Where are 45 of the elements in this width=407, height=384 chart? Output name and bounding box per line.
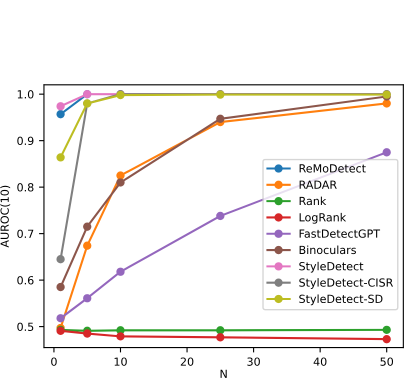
x-tick-label: 50 bbox=[380, 357, 394, 366]
point bbox=[56, 314, 65, 322]
y-tick-label: 0.9 bbox=[17, 136, 34, 146]
y-tick-label: 0.7 bbox=[17, 230, 34, 238]
y-tick-label: 0.6 bbox=[17, 276, 34, 284]
legend-label: Binoculars bbox=[300, 246, 356, 254]
point bbox=[382, 148, 391, 156]
y-tick-label: 0.5 bbox=[17, 322, 34, 331]
point bbox=[216, 212, 224, 220]
legend-label: ReMoDetect bbox=[300, 164, 366, 173]
x-tick-label: 10 bbox=[114, 357, 127, 366]
point bbox=[56, 153, 65, 162]
legend-label: StyleDetect-CISR bbox=[299, 278, 394, 289]
point bbox=[83, 222, 92, 231]
point bbox=[56, 102, 65, 110]
point bbox=[83, 329, 92, 338]
legend-label: LogRank bbox=[300, 212, 346, 224]
point bbox=[56, 110, 65, 118]
x-tick-label: 20 bbox=[180, 357, 194, 366]
point bbox=[216, 326, 224, 334]
point bbox=[116, 268, 125, 276]
point bbox=[83, 294, 92, 302]
x-tick-label: 30 bbox=[247, 357, 260, 366]
x-tick-label: 0 bbox=[51, 357, 57, 366]
point bbox=[382, 326, 391, 334]
legend-label: Rank bbox=[300, 196, 326, 206]
point bbox=[382, 334, 391, 344]
point bbox=[216, 333, 224, 342]
x-axis-title: N bbox=[220, 370, 227, 378]
point bbox=[382, 99, 391, 108]
legend-label: StyleDetect-SD bbox=[299, 294, 382, 306]
y-tick-label: 1.0 bbox=[18, 90, 34, 99]
point bbox=[116, 171, 125, 180]
point bbox=[56, 255, 65, 264]
point bbox=[116, 178, 125, 187]
x-tick-label: 40 bbox=[314, 357, 326, 366]
point bbox=[116, 332, 125, 341]
point bbox=[216, 114, 224, 123]
y-axis-title: AUROC(10) bbox=[0, 186, 10, 248]
point bbox=[83, 242, 92, 250]
y-tick-label: 0.8 bbox=[17, 183, 34, 192]
legend-label: RADAR bbox=[300, 180, 337, 189]
legend-label: FastDetectGPT bbox=[300, 229, 380, 238]
point bbox=[56, 282, 65, 292]
legend-label: StyleDetect bbox=[299, 262, 364, 273]
